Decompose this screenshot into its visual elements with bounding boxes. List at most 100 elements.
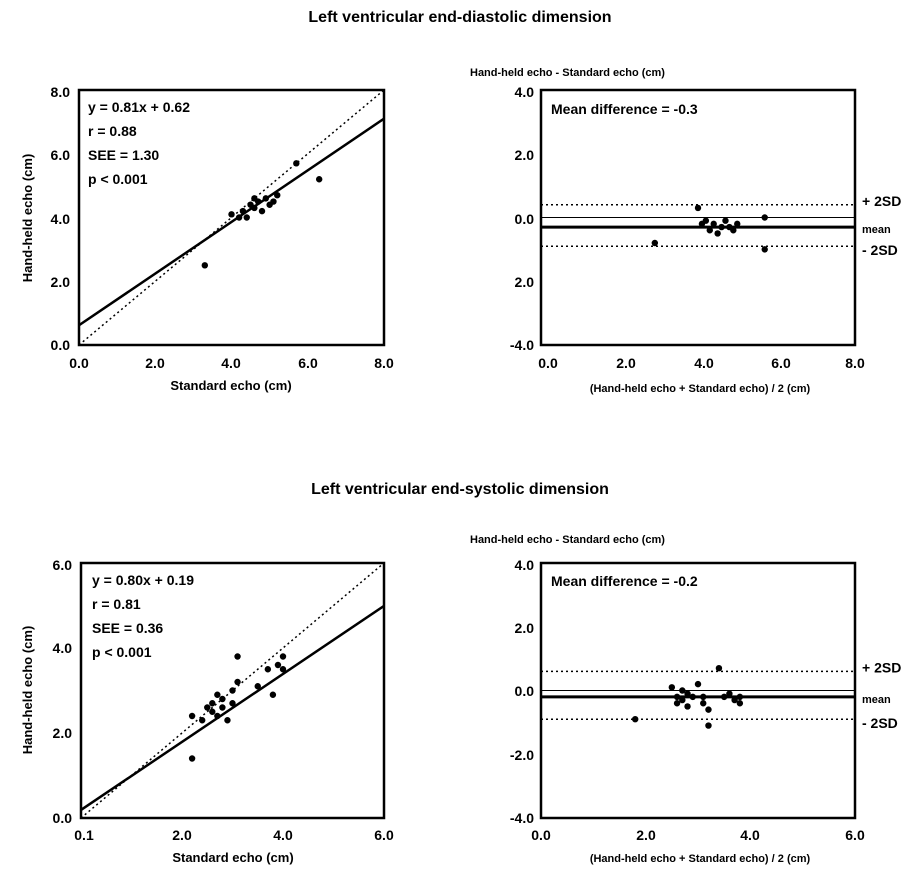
stats-text: y = 0.81x + 0.62 xyxy=(88,99,190,115)
data-point xyxy=(684,703,691,710)
x-tick-label: 6.0 xyxy=(845,827,865,843)
y-tick-label: 8.0 xyxy=(51,84,71,100)
y-tick-label: 4.0 xyxy=(515,84,535,100)
data-point xyxy=(706,227,713,234)
x-tick-label: 4.0 xyxy=(221,355,241,371)
data-point xyxy=(705,706,712,713)
data-point xyxy=(715,664,723,672)
x-tick-label: 6.0 xyxy=(374,827,394,843)
stats-text: r = 0.81 xyxy=(92,596,141,612)
data-point xyxy=(651,239,659,247)
y-tick-label: 2.0 xyxy=(51,274,71,290)
data-marks xyxy=(79,90,384,345)
y-tick-label: 6.0 xyxy=(53,557,73,573)
data-point xyxy=(761,214,768,221)
data-point xyxy=(254,683,261,690)
data-point xyxy=(761,246,768,253)
y-tick-label: -4.0 xyxy=(510,337,534,353)
stats-text: r = 0.88 xyxy=(88,123,137,139)
panel-diastolic-scatter: 0.0 2.0 4.0 6.0 8.0 0.0 2.0 4.0 6.0 8.0 … xyxy=(20,84,394,393)
data-point xyxy=(293,160,300,167)
y-tick-label: 2.0 xyxy=(515,620,535,636)
x-axis-label: (Hand-held echo + Standard echo) / 2 (cm… xyxy=(590,853,811,865)
data-point xyxy=(279,666,287,673)
x-tick-label: 4.0 xyxy=(694,355,714,371)
y-tick-label: 0.0 xyxy=(53,810,73,826)
data-point xyxy=(204,704,211,711)
data-point xyxy=(274,191,281,199)
x-tick-label: 0.0 xyxy=(531,827,551,843)
x-axis-label: Standard echo (cm) xyxy=(172,850,293,865)
x-tick-label: 0.1 xyxy=(74,827,94,843)
identity-line xyxy=(79,90,384,345)
data-point xyxy=(730,227,737,234)
minus-2sd-label: - 2SD xyxy=(862,715,898,731)
y-axis-label: Hand-held echo - Standard echo (cm) xyxy=(470,534,665,546)
x-axis-label: (Hand-held echo + Standard echo) / 2 (cm… xyxy=(590,383,811,395)
panel-diastolic-bland-altman: Hand-held echo - Standard echo (cm) 4.0 … xyxy=(470,67,901,395)
section-title-systolic: Left ventricular end-systolic dimension xyxy=(311,481,609,498)
data-point xyxy=(264,666,272,673)
y-tick-label: 4.0 xyxy=(515,557,535,573)
plus-2sd-label: + 2SD xyxy=(862,659,901,675)
data-point xyxy=(720,693,728,701)
y-tick-label: 4.0 xyxy=(53,640,73,656)
y-tick-label: -2.0 xyxy=(510,747,534,763)
mean-difference-text: Mean difference = -0.3 xyxy=(551,101,698,117)
data-point xyxy=(269,691,277,698)
data-point xyxy=(188,755,196,762)
plus-2sd-label: + 2SD xyxy=(862,193,901,209)
x-axis-label: Standard echo (cm) xyxy=(170,378,291,393)
data-point xyxy=(209,708,216,715)
x-tick-label: 4.0 xyxy=(740,827,760,843)
plot-area xyxy=(81,563,384,818)
data-point xyxy=(228,211,235,218)
data-point xyxy=(315,176,323,183)
y-axis-label: Hand-held echo - Standard echo (cm) xyxy=(470,67,665,79)
data-point xyxy=(705,722,712,729)
mean-label: mean xyxy=(862,224,891,236)
y-axis-label: Hand-held echo (cm) xyxy=(20,154,35,283)
plot-area xyxy=(79,90,384,345)
plot-frame xyxy=(77,88,386,347)
x-tick-label: 6.0 xyxy=(298,355,318,371)
x-tick-label: 8.0 xyxy=(374,355,394,371)
data-point xyxy=(726,690,733,697)
x-tick-label: 0.0 xyxy=(69,355,89,371)
data-point xyxy=(736,700,744,707)
regression-line xyxy=(79,117,384,327)
data-point xyxy=(731,696,738,704)
data-point xyxy=(632,715,639,723)
data-point xyxy=(224,717,231,724)
y-axis-label: Hand-held echo (cm) xyxy=(20,626,35,755)
data-point xyxy=(219,695,226,703)
data-point xyxy=(214,712,221,720)
data-point xyxy=(209,700,216,707)
x-tick-label: 6.0 xyxy=(771,355,791,371)
data-marks xyxy=(541,664,855,729)
x-tick-label: 0.0 xyxy=(538,355,558,371)
minus-2sd-label: - 2SD xyxy=(862,242,898,258)
panel-systolic-bland-altman: Hand-held echo - Standard echo (cm) 4.0 … xyxy=(470,534,901,865)
y-tick-label: 0.0 xyxy=(515,683,535,699)
x-tick-label: 2.0 xyxy=(145,355,165,371)
data-point xyxy=(689,693,696,701)
stats-text: SEE = 1.30 xyxy=(88,147,159,163)
data-point xyxy=(270,198,277,205)
data-point xyxy=(700,700,707,707)
x-tick-label: 8.0 xyxy=(845,355,865,371)
regression-line xyxy=(81,604,384,811)
data-point xyxy=(700,693,707,701)
data-point xyxy=(673,693,681,701)
stats-text: p < 0.001 xyxy=(88,171,148,187)
y-tick-label: 2.0 xyxy=(515,147,535,163)
data-point xyxy=(234,678,241,686)
data-point xyxy=(694,204,702,212)
data-point xyxy=(229,700,236,707)
data-point xyxy=(274,661,282,669)
data-point xyxy=(734,220,741,228)
data-point xyxy=(235,214,243,221)
data-point xyxy=(251,195,258,202)
data-point xyxy=(251,204,258,212)
